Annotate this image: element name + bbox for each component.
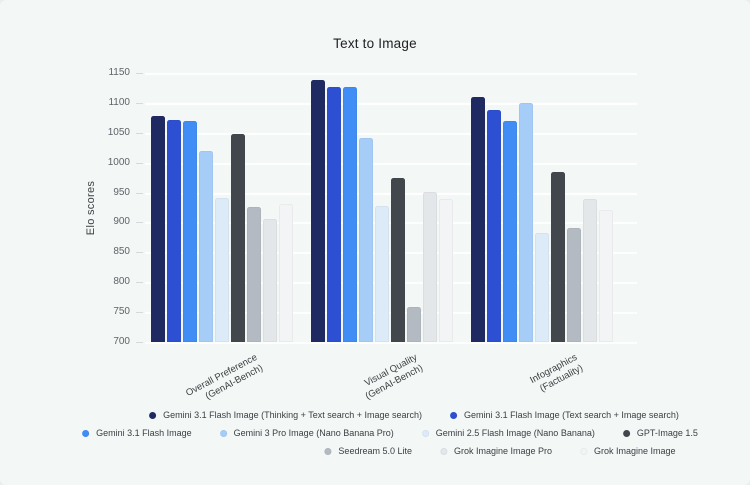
legend-item: Gemini 3.1 Flash Image (Thinking + Text …: [149, 410, 422, 420]
bar: [503, 120, 517, 342]
x-category-name: Overall Preference: [184, 352, 260, 399]
bar: [263, 219, 277, 342]
legend-label: Gemini 2.5 Flash Image (Nano Banana): [435, 428, 595, 438]
y-tick-label: 900: [113, 216, 130, 228]
bar: [535, 233, 549, 342]
y-tick-label: 700: [113, 336, 130, 347]
gridline: [145, 101, 637, 105]
bar: [375, 205, 389, 342]
x-category-name: Visual Quality: [362, 352, 420, 389]
bar: [359, 137, 373, 342]
y-tick-label: 1150: [108, 67, 130, 78]
y-tick-mark: [136, 342, 143, 343]
legend-item: Grok Imagine Image Pro: [439, 446, 553, 456]
legend-item: Gemini 2.5 Flash Image (Nano Banana): [421, 428, 595, 438]
legend-item: Grok Imagine Image: [580, 446, 676, 456]
y-tick-mark: [136, 312, 143, 314]
legend-label: Gemini 3.1 Flash Image (Text search + Im…: [464, 410, 679, 420]
gridline: [145, 72, 637, 75]
gridline: [145, 131, 637, 135]
bar: [519, 102, 533, 342]
bar: [439, 198, 453, 342]
y-axis-title: Elo scores: [85, 180, 97, 236]
legend-color-dot-icon: [450, 411, 458, 419]
legend-color-dot-icon: [580, 447, 588, 455]
y-tick-label: 1100: [108, 96, 130, 108]
legend-row: Seedream 5.0 Lite Grok Imagine Image Pro G…: [324, 446, 676, 456]
legend-row: Gemini 3.1 Flash Image (Thinking + Text …: [149, 410, 679, 420]
legend-color-dot-icon: [622, 429, 630, 437]
bar: [231, 133, 245, 342]
legend-color-dot-icon: [324, 447, 332, 455]
x-category-name: Infographics: [528, 352, 580, 387]
bar: [487, 110, 501, 342]
y-tick-label: 800: [113, 276, 130, 288]
legend-item: Gemini 3.1 Flash Image (Text search + Im…: [450, 410, 679, 420]
legend-label: Seedream 5.0 Lite: [338, 446, 412, 456]
legend-row: Gemini 3.1 Flash Image Gemini 3 Pro Image…: [82, 428, 698, 438]
legend-label: Gemini 3 Pro Image (Nano Banana Pro): [233, 428, 394, 438]
bar: [167, 120, 181, 342]
y-tick-mark: [136, 192, 143, 194]
bar: [343, 87, 357, 342]
legend-label: GPT-Image 1.5: [636, 428, 698, 438]
y-tick-mark: [136, 222, 143, 224]
legend-color-dot-icon: [421, 429, 429, 437]
bar: [327, 86, 341, 342]
bar: [583, 198, 597, 342]
legend-item: Gemini 3 Pro Image (Nano Banana Pro): [219, 428, 394, 438]
bar: [215, 197, 229, 342]
y-tick-label: 950: [113, 186, 130, 198]
legend-color-dot-icon: [149, 411, 157, 419]
y-tick-label: 1000: [107, 156, 130, 168]
legend-label: Gemini 3.1 Flash Image (Thinking + Text …: [163, 410, 423, 420]
bar: [311, 80, 325, 342]
legend-color-dot-icon: [82, 429, 90, 437]
y-tick-label: 1050: [107, 126, 130, 138]
y-tick-mark: [136, 282, 143, 284]
bar: [551, 172, 565, 342]
y-tick-label: 750: [113, 306, 130, 318]
bar: [599, 210, 613, 342]
y-tick-mark: [136, 162, 143, 164]
y-tick-mark: [136, 132, 143, 134]
bar: [247, 206, 261, 342]
bar: [183, 120, 197, 342]
y-tick-label: 850: [113, 246, 130, 258]
bar: [471, 96, 485, 342]
gridline: [145, 341, 637, 344]
legend-label: Gemini 3.1 Flash Image: [96, 428, 192, 438]
legend-color-dot-icon: [439, 447, 447, 455]
legend-item: Gemini 3.1 Flash Image: [82, 428, 192, 438]
bar: [423, 191, 437, 342]
legend-item: Seedream 5.0 Lite: [324, 446, 412, 456]
bar: [391, 177, 405, 342]
bar: [279, 203, 293, 342]
y-tick-mark: [136, 102, 143, 104]
y-tick-mark: [136, 73, 143, 74]
chart-title: Text to Image: [333, 36, 417, 51]
bar: [407, 306, 421, 342]
bar: [151, 116, 165, 342]
bar: [567, 228, 581, 342]
gridline: [145, 161, 637, 165]
legend-item: GPT-Image 1.5: [622, 428, 698, 438]
legend-label: Grok Imagine Image Pro: [453, 446, 553, 456]
y-tick-mark: [136, 252, 143, 254]
legend-color-dot-icon: [219, 429, 227, 437]
legend-label: Grok Imagine Image: [594, 446, 676, 456]
bar: [199, 151, 213, 342]
